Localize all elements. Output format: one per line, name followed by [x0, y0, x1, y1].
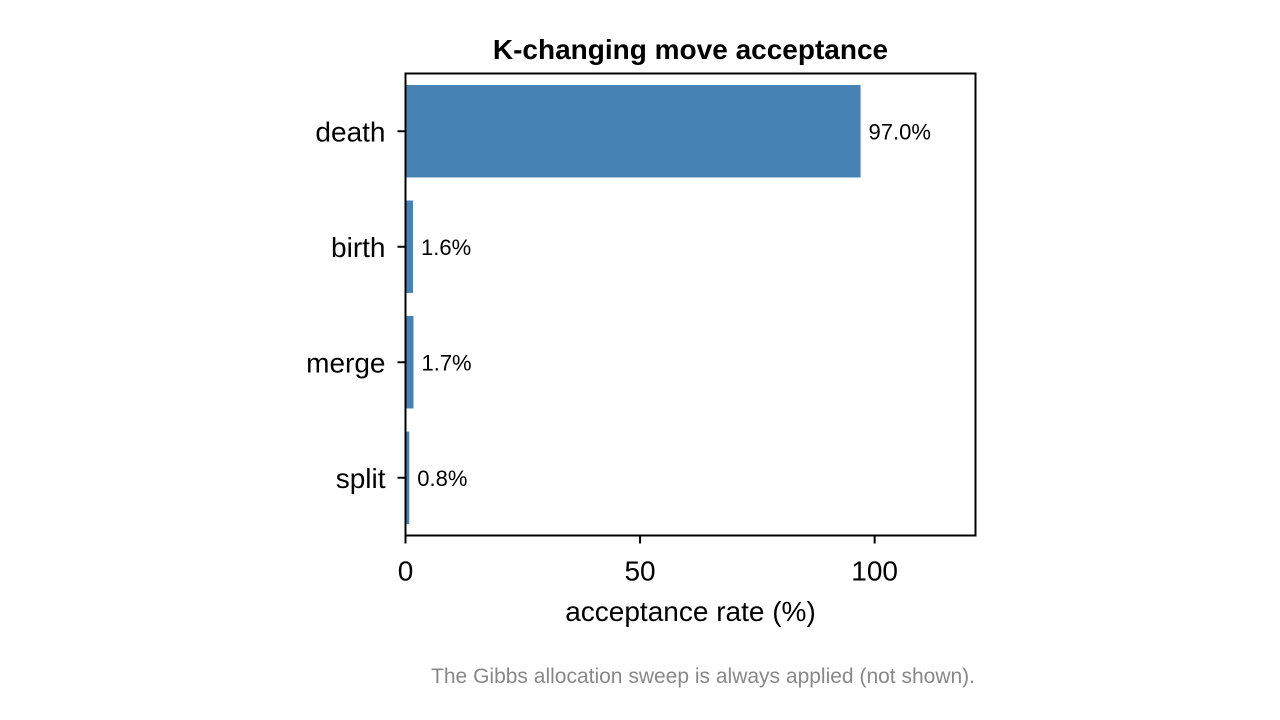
y-tick-label-split: split	[336, 463, 386, 494]
data-label-birth: 1.6%	[421, 235, 471, 260]
bar-death	[405, 85, 861, 178]
y-tick-label-merge: merge	[306, 347, 385, 378]
plot-frame	[404, 72, 977, 537]
y-tick-label-death: death	[315, 116, 385, 147]
chart-title: K-changing move acceptance	[493, 34, 888, 65]
y-axis: death birth merge split	[306, 116, 406, 494]
y-tick-label-birth: birth	[331, 232, 385, 263]
bar-birth	[405, 200, 414, 293]
footnote: The Gibbs allocation sweep is always app…	[431, 665, 975, 688]
bar-split	[405, 431, 410, 524]
x-axis: 0 50 100	[398, 535, 898, 587]
x-tick-label-100: 100	[851, 556, 898, 587]
data-label-death: 97.0%	[869, 119, 931, 144]
x-tick-label-50: 50	[624, 556, 655, 587]
x-tick-label-0: 0	[398, 556, 414, 587]
x-axis-label: acceptance rate (%)	[565, 596, 816, 627]
data-label-split: 0.8%	[417, 466, 467, 491]
data-label-merge: 1.7%	[421, 350, 471, 375]
bar-merge	[405, 316, 414, 409]
bars-layer: 97.0% 1.6% 1.7% 0.8%	[405, 85, 931, 524]
